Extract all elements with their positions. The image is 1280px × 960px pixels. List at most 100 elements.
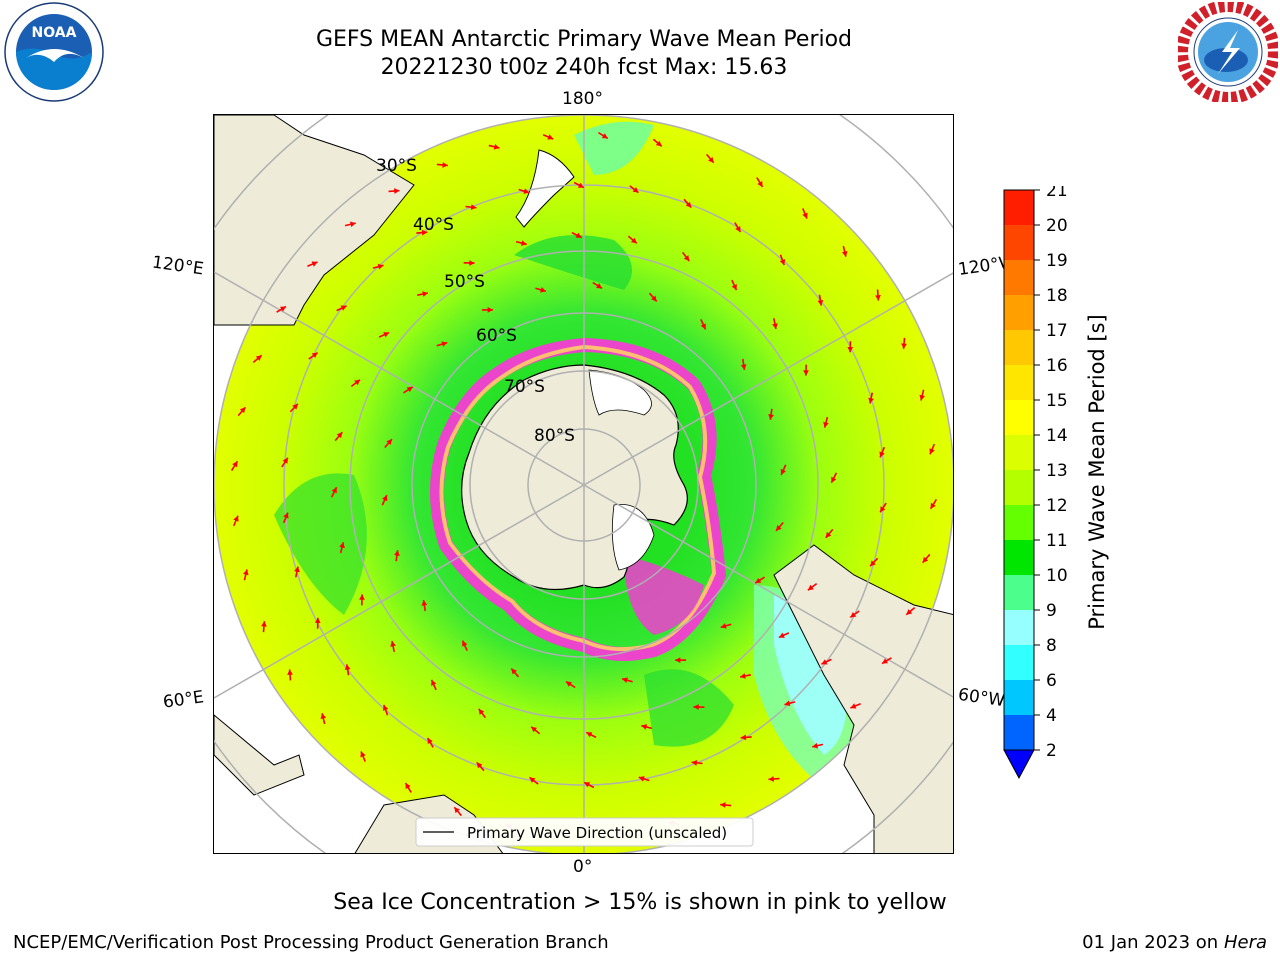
wave-arrow-head: [768, 776, 774, 782]
wave-arrow-head: [868, 397, 874, 404]
wave-arrow-head: [547, 134, 554, 140]
wave-arrow-head: [879, 451, 885, 458]
wave-arrow-head: [292, 403, 298, 410]
wave-arrow-head: [540, 287, 546, 293]
sea-ice-caption: Sea Ice Concentration > 15% is shown in …: [333, 890, 947, 915]
wave-arrow-head: [823, 421, 829, 428]
wave-arrow-head: [700, 323, 706, 330]
colorbar-segment: [1004, 260, 1034, 295]
wave-arrow-head: [394, 188, 400, 194]
wave-arrow-head: [232, 461, 238, 468]
wave-arrow-head: [261, 621, 267, 627]
wave-arrow-head: [922, 556, 929, 563]
colorbar-tick-label: 9: [1046, 601, 1057, 621]
noaa-logo: NOAA: [4, 2, 104, 102]
wave-arrow-head: [831, 476, 837, 483]
wave-arrow-head: [520, 240, 527, 246]
wave-arrow-head: [584, 782, 591, 788]
colorbar-tick-label: 19: [1046, 251, 1068, 271]
map-legend: Primary Wave Direction (unscaled): [415, 817, 754, 847]
wave-arrow-head: [523, 188, 530, 194]
wave-arrow-head: [233, 515, 239, 522]
colorbar-segment: [1004, 575, 1034, 610]
wave-arrow-head: [406, 386, 413, 393]
wave-arrow-head: [755, 577, 762, 584]
wave-arrow-head: [779, 259, 786, 266]
graticule: [214, 115, 953, 853]
wave-arrow-head: [421, 229, 428, 236]
wave-arrow-head: [565, 681, 572, 687]
wave-arrow-head: [812, 742, 819, 749]
wave-arrow-head: [930, 502, 936, 509]
colorbar: 2 4 6 8 9 10 11 12 13 14 15 16 17 18 19 20 21: [1000, 181, 1120, 786]
wave-arrow-head: [421, 600, 428, 606]
wave-arrow-head: [708, 156, 714, 163]
colorbar-segment: [1004, 540, 1034, 575]
wave-arrow-head: [239, 407, 246, 414]
colorbar-tick-label: 12: [1046, 496, 1068, 516]
colorbar-segment: [1004, 295, 1034, 330]
wave-arrow-head: [847, 346, 854, 353]
colorbar-tick-label: 8: [1046, 636, 1057, 656]
wave-arrow-head: [469, 260, 475, 266]
wave-arrow-head: [431, 679, 437, 686]
footer-host: Hera: [1223, 932, 1267, 953]
parallel-label-70s: 70°S: [504, 377, 545, 397]
wave-arrow-head: [807, 584, 814, 591]
colorbar-tick-label: 16: [1046, 356, 1068, 376]
wave-arrow-head: [817, 299, 824, 306]
wave-arrow-head: [821, 659, 828, 665]
wave-arrow-head: [870, 560, 876, 567]
wave-arrow-head: [336, 432, 343, 439]
wave-arrow-head: [382, 704, 389, 711]
footer-left: NCEP/EMC/Verification Post Processing Pr…: [13, 932, 609, 953]
noaa-text: NOAA: [32, 25, 77, 41]
wave-arrow-head: [906, 609, 913, 615]
colorbar-tick-label: 11: [1046, 531, 1068, 551]
wave-arrow-head: [287, 669, 293, 675]
wave-arrow-head: [622, 677, 628, 683]
meridian-label-120e: 120°E: [150, 252, 205, 280]
wave-arrow-head: [632, 187, 639, 193]
legend-label: Primary Wave Direction (unscaled): [467, 824, 727, 842]
wave-arrow-head: [242, 569, 249, 576]
wave-arrow-head: [731, 284, 737, 291]
wave-arrow-head: [339, 542, 345, 549]
wave-arrow-head: [476, 762, 483, 769]
wave-arrow-head: [382, 495, 388, 502]
wave-arrow-head: [283, 512, 289, 519]
wave-arrow-head: [377, 263, 384, 270]
wave-arrow-head: [780, 468, 786, 475]
colorbar-tick-label: 2: [1046, 741, 1057, 761]
wave-arrow-head: [675, 657, 681, 664]
colorbar-label: Primary Wave Mean Period [s]: [1085, 314, 1109, 630]
wave-arrow-head: [282, 457, 288, 464]
wave-arrow-head: [720, 802, 726, 808]
colorbar-segment: [1004, 190, 1034, 225]
wave-arrow-head: [478, 708, 485, 715]
wave-arrow-head: [487, 306, 493, 313]
wave-arrow-head: [575, 232, 582, 238]
wave-arrow-head: [340, 305, 347, 311]
colorbar-tick-label: 21: [1046, 186, 1068, 201]
chart-subtitle: 20221230 t00z 240h fcst Max: 15.63: [380, 55, 788, 80]
wave-arrow-head: [442, 162, 448, 168]
wave-arrow-head: [802, 212, 808, 219]
colorbar-segment: [1004, 470, 1034, 505]
chart-title: GEFS MEAN Antarctic Primary Wave Mean Pe…: [315, 27, 853, 52]
wave-arrow-head: [757, 180, 763, 187]
wave-arrow-head: [720, 623, 727, 629]
wave-direction-arrows: [230, 131, 938, 839]
wave-arrow-head: [386, 439, 392, 446]
meridian-label-180: 180°: [562, 89, 603, 109]
colorbar-segment: [1004, 435, 1034, 470]
wave-arrow-head: [850, 703, 857, 709]
parallel-label-40s: 40°S: [413, 215, 454, 235]
parallel-label-60s: 60°S: [476, 326, 517, 346]
colorbar-segment: [1004, 505, 1034, 540]
wave-arrow-head: [470, 204, 477, 211]
wave-arrow-head: [850, 611, 857, 618]
colorbar-svg: 2 4 6 8 9 10 11 12 13 14 15 16 17 18 19 20 21: [1003, 181, 1068, 780]
wave-arrow-head: [803, 370, 809, 376]
wave-arrow-head: [735, 226, 741, 233]
